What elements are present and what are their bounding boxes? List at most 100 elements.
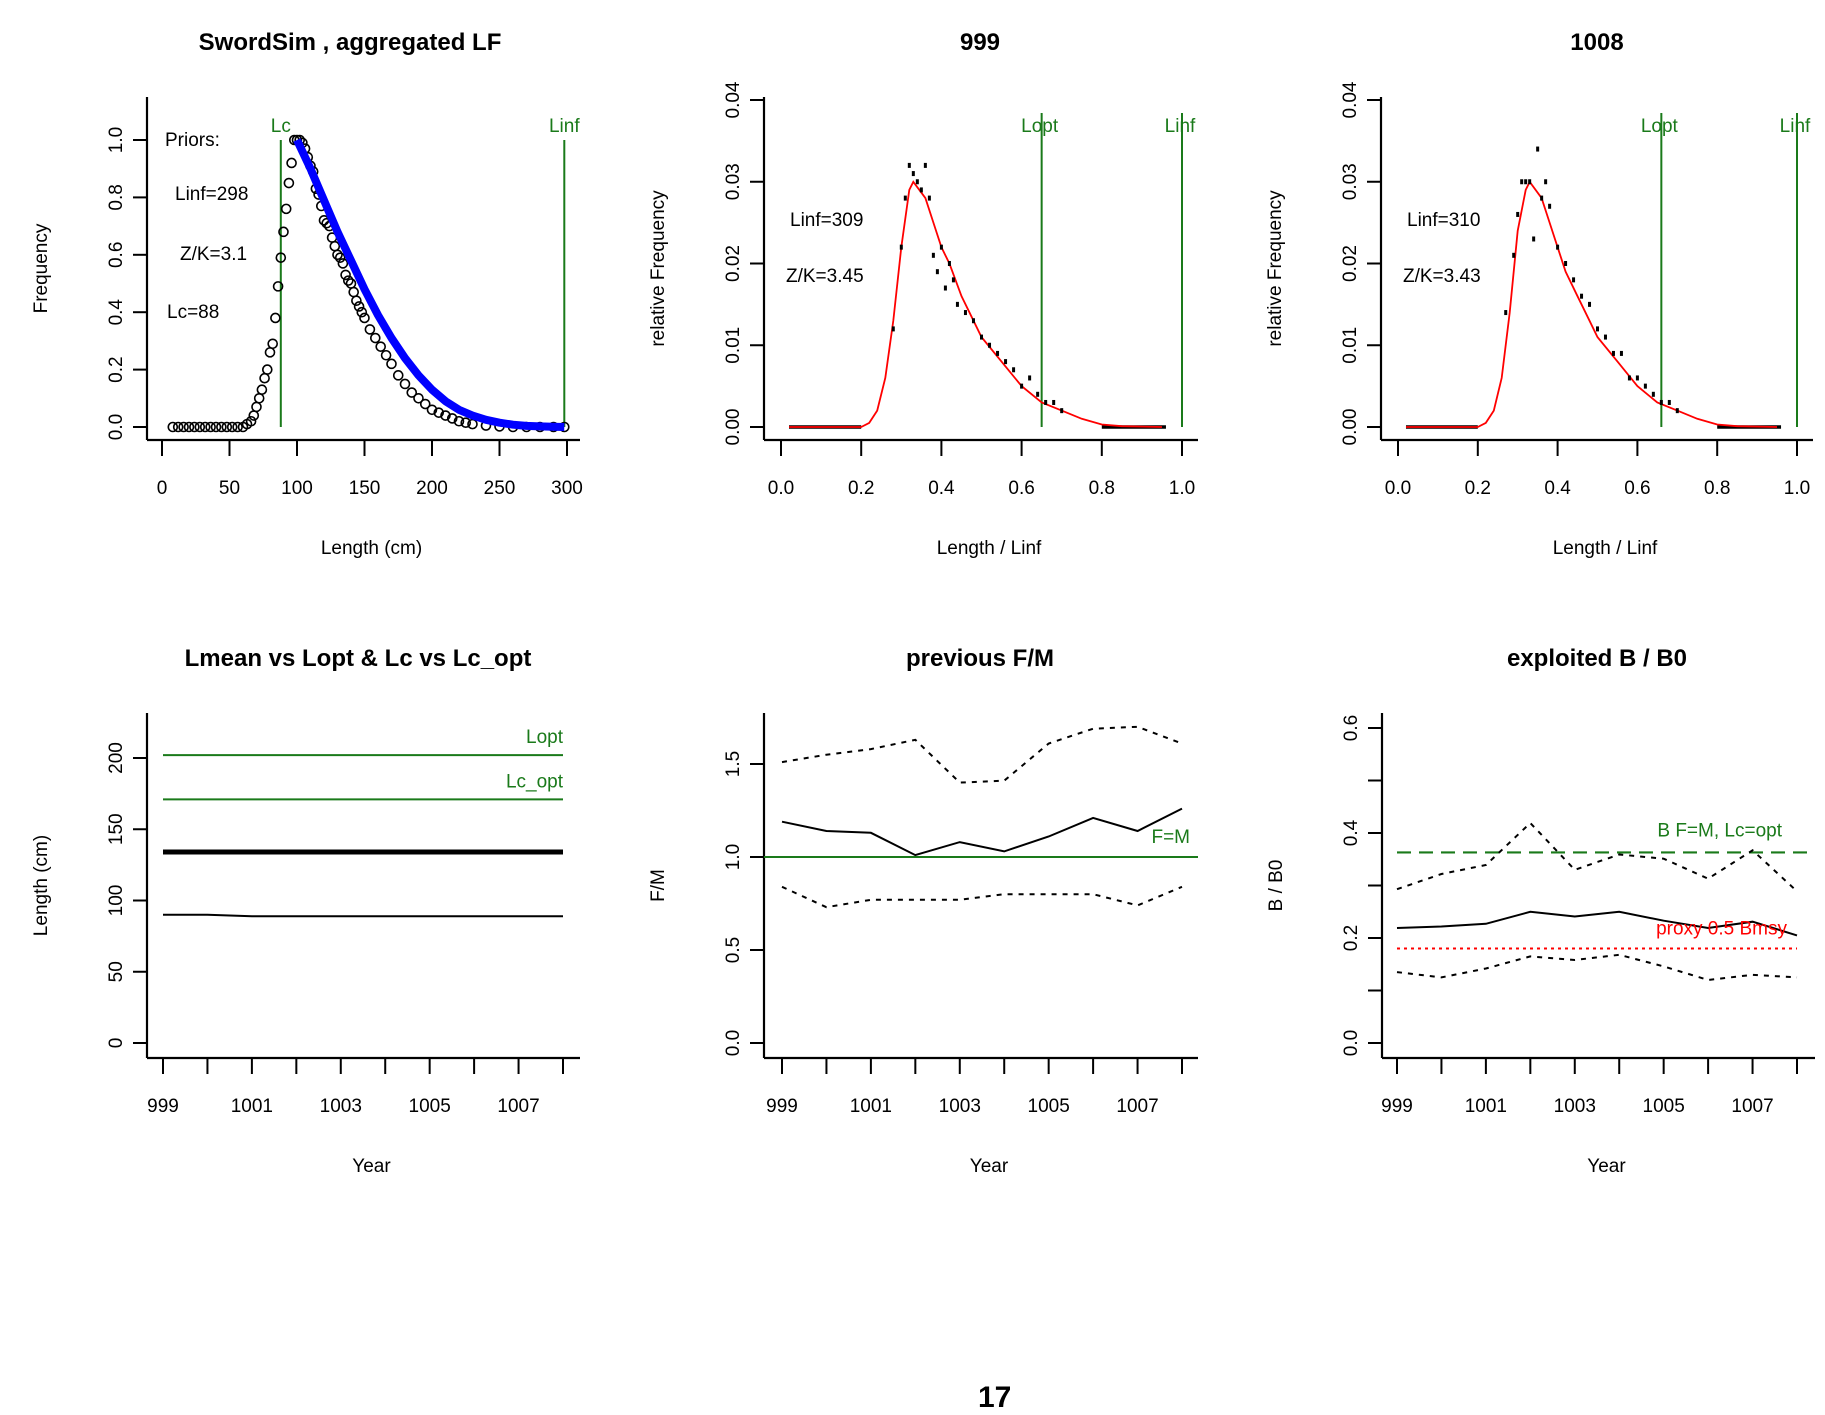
data-point [251,401,262,413]
x-tick-label: 0.4 [928,478,955,499]
series-lower [781,885,1183,909]
y-tick-label: 0.04 [1340,81,1361,118]
y-axis-label: relative Frequency [648,190,669,347]
data-point [988,342,992,348]
chart-panel-lmean-lopt: Lmean vs Lopt & Lc vs Lc_opt 0 50 100 150 200… [31,645,580,1177]
data-point [1020,383,1024,389]
data-point [1651,391,1655,397]
y-tick-label: 1.5 [723,751,744,777]
chart-title: Lmean vs Lopt & Lc vs Lc_opt [185,645,532,672]
data-point [1659,399,1663,405]
data-point [971,318,975,324]
chart-panel-previous-fm: previous F/M 0.0 0.5 1.0 1.5 999 1001 1003 1005 1… [648,645,1198,1177]
y-tick-label: 0.00 [1340,409,1361,446]
x-tick-label: 0.2 [1465,478,1491,499]
y-tick-label: 0.5 [723,937,744,963]
data-point [194,421,206,433]
data-point [332,249,343,261]
data-point [1572,277,1576,283]
data-point [915,179,919,185]
data-point [1028,375,1032,381]
y-tick-label: 50 [106,961,127,982]
y-axis-label: B / B0 [1266,860,1287,912]
data-point [911,171,915,177]
data-point [419,398,431,410]
data-point [205,421,216,433]
x-tick-label: 150 [349,478,381,499]
data-point [951,277,955,283]
y-tick-label: 0.02 [723,245,744,282]
series-upper [781,725,1183,784]
data-point [340,269,351,281]
data-point [1540,195,1544,201]
hline-label: Lopt [526,727,564,748]
hline-label: Lc_opt [506,771,564,792]
x-tick-label: 1003 [1554,1096,1596,1117]
x-tick-label: 0.6 [1008,478,1034,499]
data-point [280,203,292,215]
data-point [359,312,370,324]
y-tick-label: 0.8 [106,184,127,210]
data-point [1564,261,1568,266]
x-tick-label: 1005 [1643,1096,1685,1117]
data-point [1504,310,1508,316]
data-point [1520,179,1524,185]
data-point [178,421,189,433]
data-point [1060,408,1064,414]
y-axis-label: F/M [648,869,669,902]
y-tick-label: 0.6 [106,242,127,268]
annotation-text: Linf=298 [175,184,248,205]
data-point [927,195,931,201]
y-axis-label: relative Frequency [1265,190,1286,347]
data-point [1548,203,1552,209]
y-tick-label: 0.03 [723,163,744,200]
x-tick-label: 1.0 [1784,478,1810,499]
chart-title: 999 [960,29,1000,56]
data-point [1619,350,1623,356]
y-tick-label: 1.0 [723,844,744,870]
data-point [1516,211,1520,217]
y-tick-label: 0.0 [1341,1030,1362,1056]
hline-label: proxy 0.5 Bmsy [1656,919,1787,940]
vline-label: Linf [549,116,580,137]
data-point [364,324,376,335]
data-point [1044,399,1048,405]
series-lower [1396,953,1798,982]
data-point [1524,179,1528,185]
y-tick-label: 0.04 [723,81,744,118]
data-point [955,301,959,307]
x-tick-label: 1003 [939,1096,981,1117]
x-tick-label: 999 [1381,1096,1413,1117]
data-point [232,421,243,433]
x-tick-label: 1007 [497,1096,539,1117]
data-point [1611,350,1615,356]
data-point [278,226,289,238]
data-point [261,364,273,375]
x-tick-label: 0 [157,478,168,499]
annotation-text: Z/K=3.1 [180,244,247,265]
data-point [406,387,418,398]
chart-panel-exploited-b-b0: exploited B / B0 0.0 0.2 0.4 0.6 999 1001 1003 1… [1266,645,1815,1177]
x-tick-label: 300 [551,478,583,499]
y-tick-label: 200 [106,742,127,774]
data-point [286,157,297,169]
data-point [1004,359,1008,365]
data-point [334,252,346,263]
x-axis-label: Year [1587,1156,1626,1177]
annotation-linf: Linf=310 [1407,210,1480,231]
data-point [351,295,362,307]
data-point [356,306,368,318]
data-point [1643,383,1647,389]
x-tick-label: 50 [219,478,240,499]
data-point [413,392,424,404]
data-point [392,370,404,381]
data-point [1012,367,1016,373]
chart-panel-year-1008: 1008 0.00 0.01 0.02 0.03 0.04 0.0 0.2 0.4 0.6 0.8 1… [1265,29,1813,559]
chart-title: SwordSim , aggregated LF [199,29,502,56]
vline-label: Lopt [1641,116,1679,137]
y-tick-label: 1.0 [106,127,127,153]
data-point [433,407,445,418]
x-tick-label: 200 [416,478,448,499]
x-tick-label: 1001 [1465,1096,1507,1117]
data-point [446,413,458,424]
